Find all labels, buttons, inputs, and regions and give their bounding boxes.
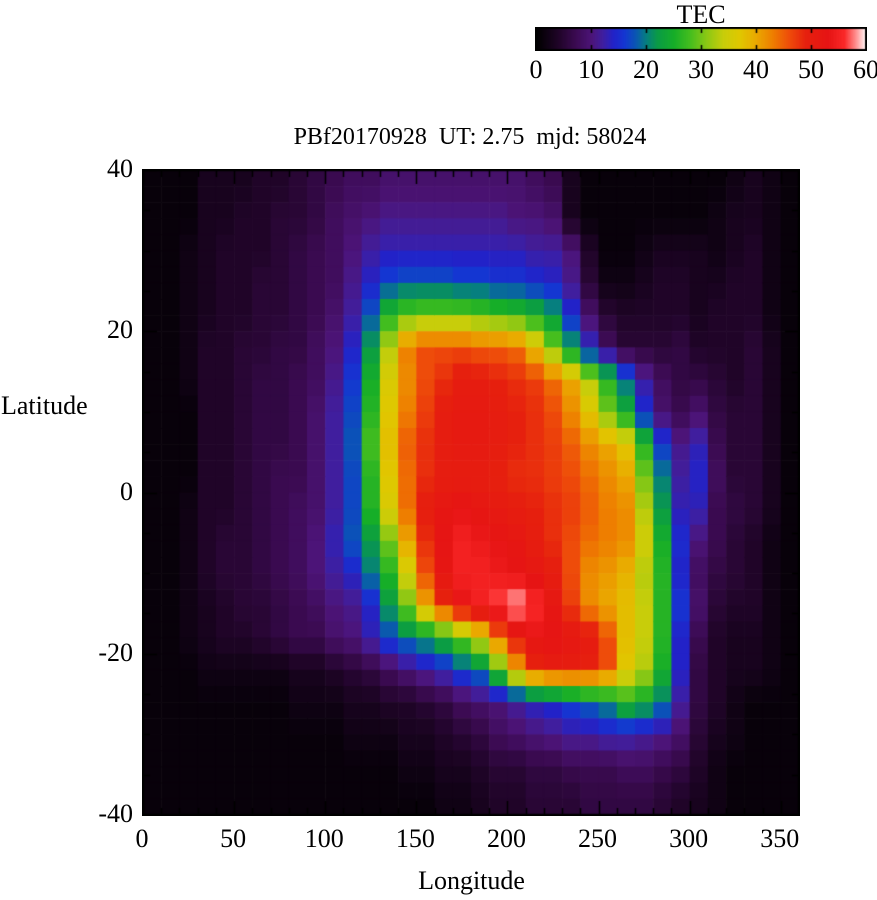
x-axis-label: Longitude — [418, 866, 525, 895]
colorbar-tick-label: 0 — [529, 55, 543, 84]
x-tick-label: 50 — [220, 824, 247, 853]
y-tick-label: -40 — [98, 799, 133, 828]
x-tick-label: 100 — [304, 824, 344, 853]
colorbar-tick-label: 10 — [578, 55, 604, 84]
colorbar-tick-label: 20 — [633, 55, 659, 84]
x-tick-label: 250 — [578, 824, 618, 853]
x-tick-label: 300 — [669, 824, 709, 853]
y-tick-label: -20 — [98, 637, 133, 667]
colorbar-tick-label: 50 — [798, 55, 824, 84]
x-tick-label: 350 — [760, 824, 800, 853]
colorbar-gradient — [535, 27, 867, 51]
y-tick-label: 20 — [107, 315, 133, 345]
colorbar-title: TEC — [676, 0, 726, 29]
x-tick-label: 0 — [135, 824, 149, 853]
plot-title: PBf20170928 UT: 2.75 mjd: 58024 — [293, 124, 647, 150]
heatmap-canvas — [142, 169, 800, 816]
x-tick-label: 150 — [395, 824, 435, 853]
colorbar-tick-label: 60 — [853, 55, 877, 84]
y-axis-label: Latitude — [1, 391, 88, 420]
colorbar-tick-label: 30 — [688, 55, 714, 84]
x-tick-label: 200 — [486, 824, 526, 853]
y-tick-label: 40 — [107, 154, 133, 183]
y-tick-label: 0 — [120, 476, 133, 506]
colorbar-tick-label: 40 — [743, 55, 769, 84]
